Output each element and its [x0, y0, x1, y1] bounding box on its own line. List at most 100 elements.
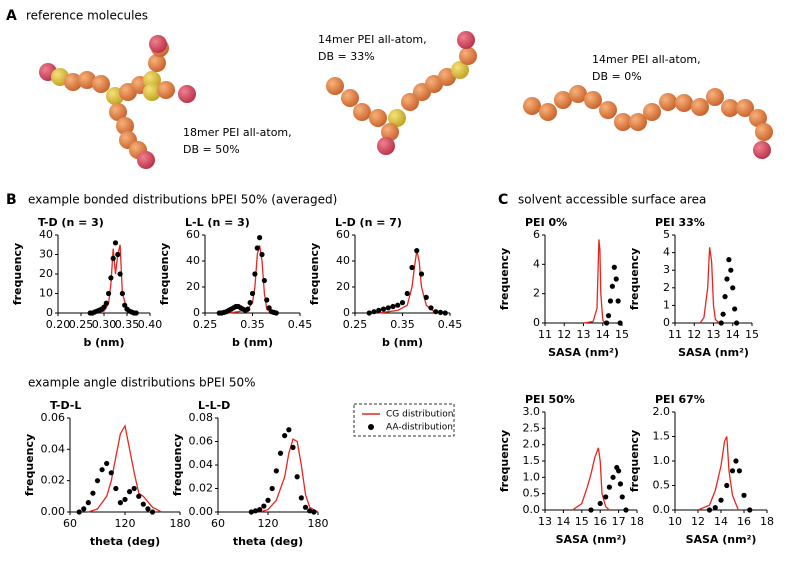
legend-swatch [368, 424, 374, 430]
aa-point [728, 267, 734, 273]
y-tick-label: 0 [663, 316, 670, 329]
atom [584, 91, 602, 109]
x-tick-label: 0.25 [193, 318, 218, 331]
panel-letter: A [6, 8, 17, 24]
y-tick-label: 0.00 [189, 505, 214, 518]
aa-point [257, 235, 263, 241]
aa-point [606, 484, 613, 490]
y-tick-label: 3 [663, 263, 670, 276]
aa-point [294, 474, 300, 480]
atom [143, 83, 161, 101]
cg-line [572, 447, 610, 511]
aa-point [371, 309, 377, 315]
y-tick-label: 10 [39, 287, 53, 300]
x-axis-label: theta (deg) [90, 535, 160, 548]
aa-point [131, 485, 137, 492]
y-tick-label: 40 [39, 228, 53, 241]
aa-point [99, 467, 105, 473]
atom [736, 99, 754, 117]
aa-point [104, 460, 110, 467]
aa-point [140, 501, 146, 507]
y-tick-label: 0.0 [653, 503, 671, 516]
x-axis-label: SASA (nm²) [548, 346, 619, 359]
x-tick-label: 60 [63, 517, 77, 530]
cg-line [94, 244, 133, 314]
aa-point [718, 497, 724, 503]
aa-point [145, 506, 151, 512]
x-tick-label: 120 [258, 517, 279, 530]
aa-point [286, 427, 292, 433]
aa-point [607, 298, 614, 304]
aa-point [409, 264, 415, 271]
aa-point [724, 482, 730, 489]
atom [539, 103, 557, 121]
cg-line [699, 247, 720, 324]
atom [353, 103, 371, 121]
aa-point [106, 290, 112, 297]
x-tick-label: 11 [668, 328, 682, 341]
cg-line [259, 438, 319, 513]
aa-point [619, 494, 625, 500]
y-axis-label: frequency [11, 243, 24, 305]
x-tick-label: 180 [308, 517, 329, 530]
aa-point [103, 300, 109, 306]
aa-point [126, 489, 133, 495]
chart-title: T-D-L [50, 399, 81, 412]
x-tick-label: 15 [575, 515, 589, 528]
aa-point [302, 504, 309, 510]
x-axis-label: b (nm) [83, 336, 124, 349]
aa-point [273, 468, 279, 474]
atom [457, 31, 475, 49]
y-tick-label: 20 [39, 267, 53, 280]
aa-point [437, 309, 444, 315]
aa-point [248, 509, 254, 515]
atom [643, 103, 661, 121]
y-tick-label: 0.00 [41, 505, 66, 518]
x-tick-label: 0.40 [138, 318, 163, 331]
legend-label: CG distribution [386, 410, 453, 420]
y-axis-label: frequency [158, 243, 171, 305]
molecules [39, 31, 773, 169]
aa-point [603, 494, 609, 500]
atom [659, 93, 677, 111]
aa-point [119, 290, 125, 297]
x-axis-label: SASA (nm²) [686, 533, 757, 546]
aa-point [117, 500, 124, 506]
y-tick-label: 0.08 [189, 411, 214, 424]
y-tick-label: 2.0 [653, 405, 671, 418]
aa-point [115, 251, 121, 258]
y-tick-label: 0 [533, 316, 540, 329]
y-tick-label: 4 [663, 246, 670, 259]
atom [78, 71, 96, 89]
aa-point [597, 500, 603, 507]
x-tick-label: 18 [630, 515, 644, 528]
y-tick-label: 20 [186, 280, 200, 293]
aa-point [442, 310, 448, 316]
aa-point [605, 313, 612, 319]
aa-point [726, 257, 732, 263]
atom [753, 141, 771, 159]
aa-point [76, 509, 82, 515]
x-tick-label: 12 [687, 328, 701, 341]
x-tick-label: 13 [538, 515, 552, 528]
atom [326, 77, 344, 95]
panel-letter: C [498, 192, 508, 208]
atom [109, 103, 127, 121]
atom [755, 123, 773, 141]
aa-point [428, 305, 434, 311]
y-tick-label: 0 [46, 306, 53, 319]
aa-point [609, 283, 615, 289]
panel-heading: solvent accessible surface area [518, 193, 706, 207]
aa-point [617, 481, 624, 487]
aa-point [257, 507, 263, 513]
molecule-db: DB = 0% [592, 70, 642, 83]
x-tick-label: 0.45 [438, 318, 463, 331]
aa-point [385, 305, 391, 311]
atom [569, 85, 587, 103]
aa-point [610, 474, 616, 480]
y-tick-label: 1.5 [653, 430, 671, 443]
aa-point [149, 509, 156, 515]
legend-label: AA-distribution [386, 423, 453, 433]
y-tick-label: 0 [343, 306, 350, 319]
x-tick-label: 18 [760, 515, 774, 528]
